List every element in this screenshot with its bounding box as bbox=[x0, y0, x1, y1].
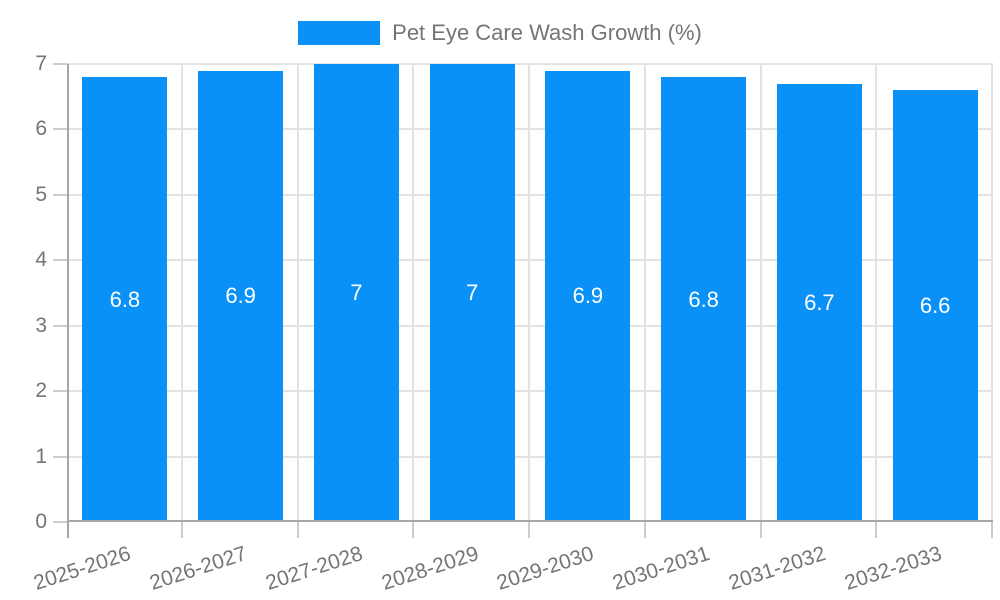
horizontal-gridline bbox=[67, 455, 993, 458]
x-tick-label: 2032-2033 bbox=[841, 542, 945, 595]
x-axis-tick bbox=[528, 522, 530, 538]
y-axis-tick bbox=[53, 521, 67, 523]
x-axis-tick bbox=[180, 522, 183, 538]
y-tick-label: 7 bbox=[35, 52, 47, 75]
x-axis-tick bbox=[296, 522, 299, 538]
bar-value-label: 7 bbox=[466, 280, 479, 305]
vertical-gridline bbox=[643, 64, 646, 522]
y-axis-tick bbox=[53, 324, 67, 327]
vertical-gridline bbox=[180, 64, 183, 522]
y-tick-label: 1 bbox=[35, 444, 47, 468]
bar-value-label: 6.7 bbox=[804, 289, 835, 315]
vertical-gridline bbox=[296, 64, 299, 522]
x-tick-label: 2026-2027 bbox=[147, 542, 250, 595]
y-tick-label: 4 bbox=[35, 248, 47, 272]
vertical-gridline bbox=[875, 64, 878, 522]
bar-value-label: 6.9 bbox=[225, 283, 256, 309]
x-axis-line bbox=[67, 520, 993, 522]
bar-value-label: 6.8 bbox=[109, 286, 141, 312]
vertical-gridline bbox=[412, 64, 415, 522]
bar[interactable] bbox=[429, 64, 515, 522]
y-axis-tick bbox=[53, 259, 67, 262]
chart-legend: Pet Eye Care Wash Growth (%) bbox=[0, 20, 1000, 46]
vertical-gridline bbox=[991, 64, 993, 522]
y-axis-tick bbox=[53, 390, 67, 393]
bar[interactable] bbox=[313, 64, 399, 522]
bar-value-label: 6.9 bbox=[572, 283, 604, 309]
horizontal-gridline bbox=[67, 390, 993, 393]
x-axis-tick bbox=[412, 522, 415, 538]
y-tick-label: 2 bbox=[35, 379, 47, 403]
horizontal-gridline bbox=[67, 259, 993, 262]
bar[interactable] bbox=[82, 77, 168, 522]
y-tick-label: 6 bbox=[35, 117, 47, 141]
bar[interactable] bbox=[545, 70, 631, 522]
y-tick-label: 5 bbox=[35, 182, 47, 206]
bar[interactable] bbox=[661, 77, 747, 522]
plot-area: 0 1 2 3 4 5 6 7 6.8 6.9 7 7 6.9 6.8 6.7 6.6 2025-2026 202… bbox=[31, 52, 993, 595]
vertical-gridline bbox=[759, 64, 762, 522]
horizontal-gridline bbox=[67, 193, 993, 196]
x-axis-tick bbox=[991, 522, 993, 538]
legend-label: Pet Eye Care Wash Growth (%) bbox=[392, 20, 702, 45]
x-axis-tick bbox=[643, 522, 646, 538]
y-axis-tick bbox=[53, 455, 67, 458]
horizontal-gridline bbox=[67, 128, 993, 131]
bar-value-label: 6.6 bbox=[919, 293, 951, 319]
y-tick-label: 3 bbox=[35, 313, 47, 337]
y-tick-label: 0 bbox=[35, 510, 47, 533]
y-axis-tick bbox=[53, 128, 67, 131]
horizontal-gridline bbox=[67, 63, 993, 65]
bar[interactable] bbox=[776, 83, 862, 522]
x-tick-label: 2029-2030 bbox=[494, 542, 597, 595]
bar-value-label: 6.8 bbox=[688, 286, 719, 312]
x-tick-label: 2030-2031 bbox=[610, 542, 713, 595]
x-axis-tick bbox=[759, 522, 762, 538]
y-axis-tick bbox=[53, 193, 67, 196]
x-tick-label: 2025-2026 bbox=[31, 542, 134, 595]
y-axis-tick bbox=[53, 63, 67, 65]
x-axis-tick bbox=[875, 522, 878, 538]
horizontal-gridline bbox=[67, 324, 993, 327]
x-tick-label: 2031-2032 bbox=[725, 542, 829, 595]
x-tick-label: 2027-2028 bbox=[262, 542, 366, 595]
y-axis-line bbox=[67, 64, 69, 538]
vertical-gridline bbox=[528, 64, 530, 522]
bar-value-label: 7 bbox=[350, 280, 363, 305]
legend-swatch bbox=[298, 21, 381, 45]
x-tick-label: 2028-2029 bbox=[378, 542, 482, 595]
bar[interactable] bbox=[892, 90, 978, 522]
bar[interactable] bbox=[198, 70, 284, 522]
